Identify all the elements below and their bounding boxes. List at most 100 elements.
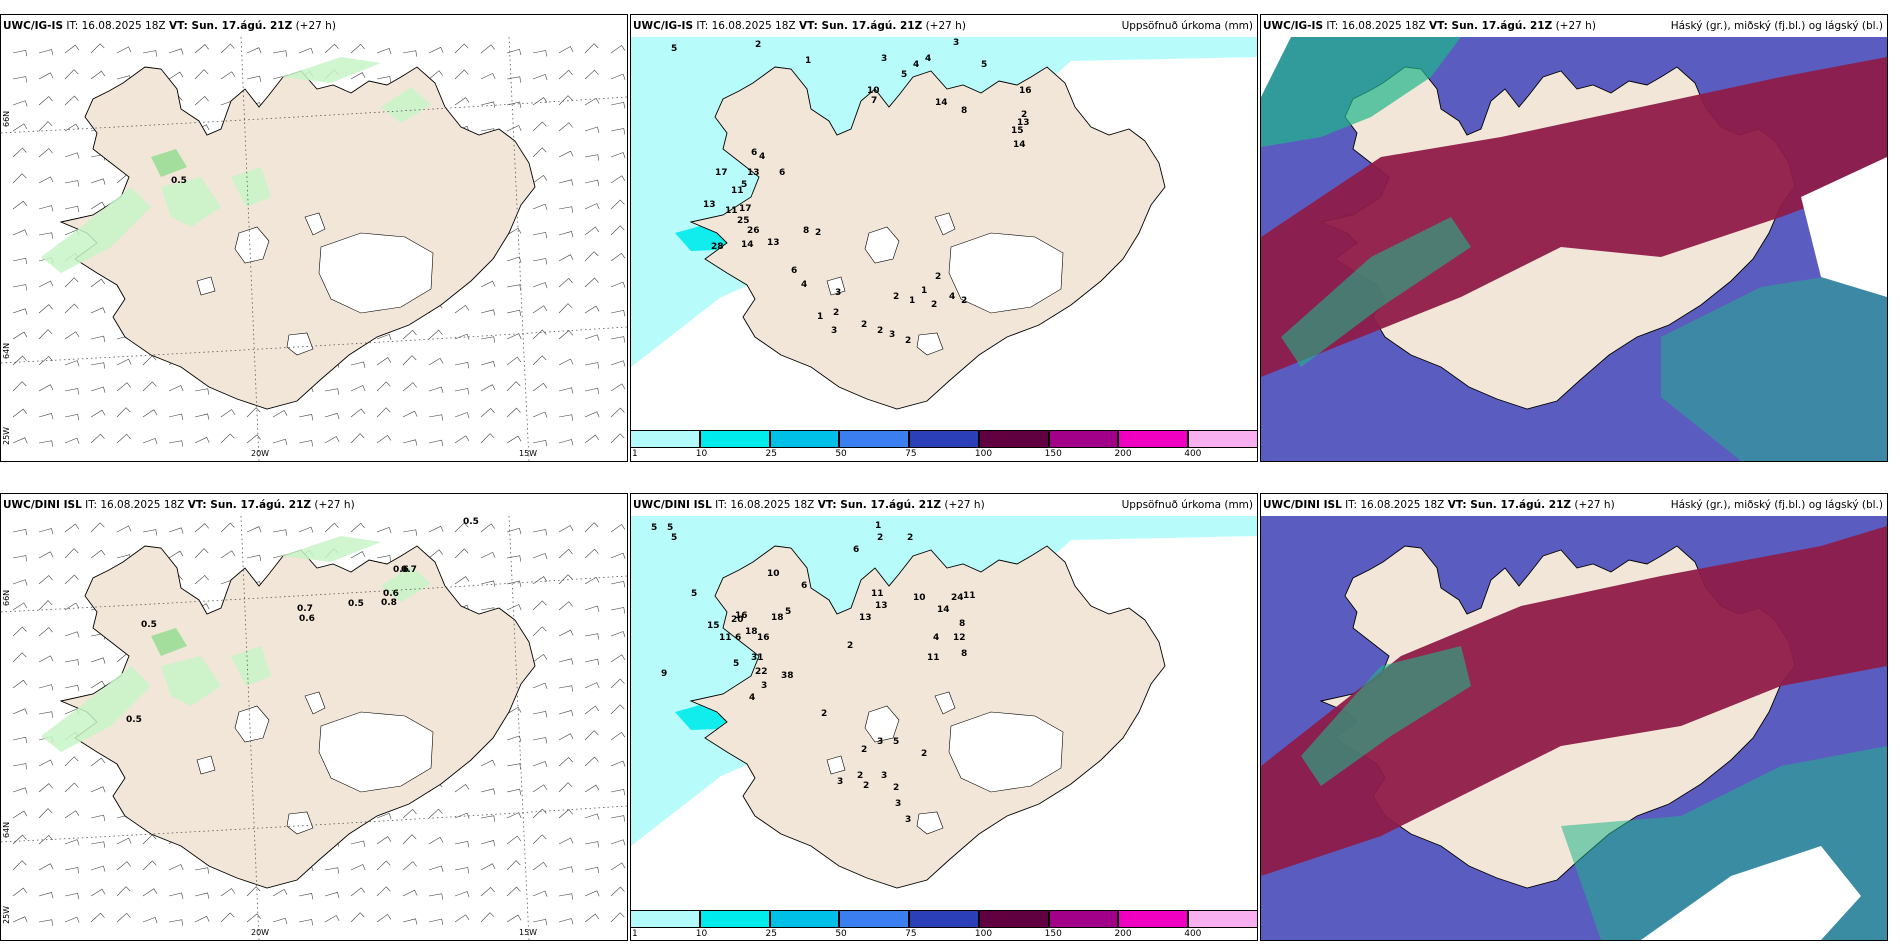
colorbar-swatch xyxy=(630,910,700,928)
panel-title: Háský (gr.), miðský (fj.bl.) og lágský (… xyxy=(1670,499,1883,511)
precip-value-label: 5 xyxy=(901,70,907,80)
precip-value-label: 6 xyxy=(801,581,807,591)
precip-value-label: 6 xyxy=(853,545,859,555)
panel-header: UWC/DINI ISL IT: 16.08.2025 18Z VT: Sun.… xyxy=(1261,494,1887,516)
lat-lon-grid xyxy=(1,37,627,461)
precip-value-label: 5 xyxy=(651,523,657,533)
contour-label: 0.5 xyxy=(141,620,157,630)
lat-label-66n: 66N xyxy=(2,111,11,127)
cloud-map-panel-1: UWC/IG-IS IT: 16.08.2025 18Z VT: Sun. 17… xyxy=(1260,14,1888,462)
colorbar-tick-label: 75 xyxy=(905,449,917,459)
precip-value-label: 16 xyxy=(735,611,748,621)
precip-shading xyxy=(41,57,431,273)
contour-label: 0.7 xyxy=(297,604,313,614)
precip-value-label: 3 xyxy=(835,288,841,298)
cloud-map[interactable] xyxy=(1261,37,1887,461)
precip-value-label: 1 xyxy=(921,286,927,296)
colorbar-swatch xyxy=(1118,430,1189,448)
precip-value-label: 2 xyxy=(893,783,899,793)
precip-value-label: 13 xyxy=(747,168,760,178)
precip-value-label: 2 xyxy=(877,326,883,336)
lon-label-25w: 25W xyxy=(2,427,11,445)
precip-value-label: 11 xyxy=(871,589,884,599)
precip-value-label: 6 xyxy=(735,633,741,643)
colorbar-swatch xyxy=(978,910,1049,928)
precip-value-label: 14 xyxy=(937,605,950,615)
cloud-layers xyxy=(1261,526,1887,940)
glaciers xyxy=(826,212,1064,356)
lon-label-25w: 25W xyxy=(2,906,11,924)
precip-value-label: 5 xyxy=(733,659,739,669)
precip-value-label: 7 xyxy=(871,96,877,106)
precip-value-label: 1 xyxy=(805,56,811,66)
precip-value-label: 8 xyxy=(961,649,967,659)
precip-map[interactable]: 5 2 1 3 3 4 4 5 5 10 7 14 16 2 8 13 15 14 17 13 6 5 4 11 11 17 13 6… xyxy=(631,37,1257,461)
colorbar-tick-label: 200 xyxy=(1114,449,1132,459)
precip-value-label: 2 xyxy=(893,292,899,302)
precip-value-label: 15 xyxy=(1011,126,1024,136)
glaciers xyxy=(196,691,434,835)
precip-value-label: 3 xyxy=(895,799,901,809)
precip-value-label: 16 xyxy=(1019,86,1032,96)
precip-value-label: 2 xyxy=(961,296,967,306)
precip-colorbar-1: 1 10 25 50 75 100 150 200 400 xyxy=(630,430,1258,464)
colorbar-swatch xyxy=(839,430,910,448)
colorbar-tick-label: 1 xyxy=(632,449,638,459)
precip-value-label: 6 xyxy=(779,168,785,178)
precip-value-label: 4 xyxy=(749,693,755,703)
precip-value-label: 4 xyxy=(801,280,807,290)
precip-value-label: 26 xyxy=(747,226,760,236)
colorbar-tick-label: 75 xyxy=(905,929,917,939)
cloud-map[interactable] xyxy=(1261,516,1887,940)
glaciers xyxy=(826,691,1064,835)
colorbar-tick-label: 10 xyxy=(695,929,708,939)
colorbar-tick-label: 50 xyxy=(835,929,847,939)
precip-value-label: 13 xyxy=(875,601,888,611)
precip-value-label: 14 xyxy=(741,240,754,250)
colorbar-tick-label: 10 xyxy=(695,449,708,459)
precip-value-label: 2 xyxy=(861,745,867,755)
precip-value-label: 3 xyxy=(889,330,895,340)
colorbar-tick-label: 400 xyxy=(1184,929,1202,939)
precip-value-label: 24 xyxy=(951,593,964,603)
colorbar-swatch xyxy=(909,910,979,928)
wind-map[interactable]: 0.5 0.7 0.6 0.5 0.8 0.6 0.7 0.6 0.5 0.5 … xyxy=(1,516,627,940)
contour-label: 0.7 xyxy=(401,565,417,575)
precip-value-label: 25 xyxy=(737,216,750,226)
precip-value-label: 3 xyxy=(905,815,911,825)
wind-map-panel-1: UWC/IG-IS IT: 16.08.2025 18Z VT: Sun. 17… xyxy=(0,14,628,462)
precip-value-label: 4 xyxy=(949,292,955,302)
colorbar-swatch xyxy=(1188,910,1258,928)
precip-value-label: 10 xyxy=(913,593,926,603)
colorbar-swatch xyxy=(699,430,770,448)
precip-value-label: 13 xyxy=(703,200,716,210)
precip-value-label: 20 xyxy=(731,615,744,625)
precip-value-label: 8 xyxy=(803,226,809,236)
panel-title: Uppsöfnuð úrkoma (mm) xyxy=(1121,20,1253,32)
precip-value-label: 31 xyxy=(751,653,764,663)
wind-map[interactable]: 0.5 20W 15W 66N 64N 25W xyxy=(1,37,627,461)
colorbar-swatch xyxy=(769,910,840,928)
precip-value-label: 13 xyxy=(767,238,780,248)
lat-lon-grid xyxy=(1,516,627,940)
precip-value-label: 38 xyxy=(781,671,794,681)
lon-label-20w: 20W xyxy=(251,449,269,458)
precip-value-label: 2 xyxy=(877,533,883,543)
panel-header: UWC/IG-IS IT: 16.08.2025 18Z VT: Sun. 17… xyxy=(1,15,627,37)
colorbar-swatch xyxy=(1048,910,1119,928)
lat-label-64n: 64N xyxy=(2,343,11,359)
colorbar-tick-label: 150 xyxy=(1044,929,1062,939)
cloud-map-panel-2: UWC/DINI ISL IT: 16.08.2025 18Z VT: Sun.… xyxy=(1260,493,1888,941)
colorbar-tick-label: 50 xyxy=(835,449,847,459)
precip-value-label: 2 xyxy=(931,300,937,310)
precip-value-label: 5 xyxy=(893,737,899,747)
panel-header: UWC/DINI ISL IT: 16.08.2025 18Z VT: Sun.… xyxy=(1,494,627,516)
contour-label: 0.8 xyxy=(381,598,397,608)
precip-value-label: 11 xyxy=(725,206,738,216)
lon-label-15w: 15W xyxy=(519,449,537,458)
precip-map[interactable]: 5 5 5 2 6 2 1 5 10 11 13 6 10 24 11 14 5 15 20 16 18 11 13 8 18 1… xyxy=(631,516,1257,940)
precip-value-label: 3 xyxy=(881,54,887,64)
lon-label-15w: 15W xyxy=(519,928,537,937)
colorbar-swatch xyxy=(699,910,770,928)
iceland-land xyxy=(59,66,536,410)
